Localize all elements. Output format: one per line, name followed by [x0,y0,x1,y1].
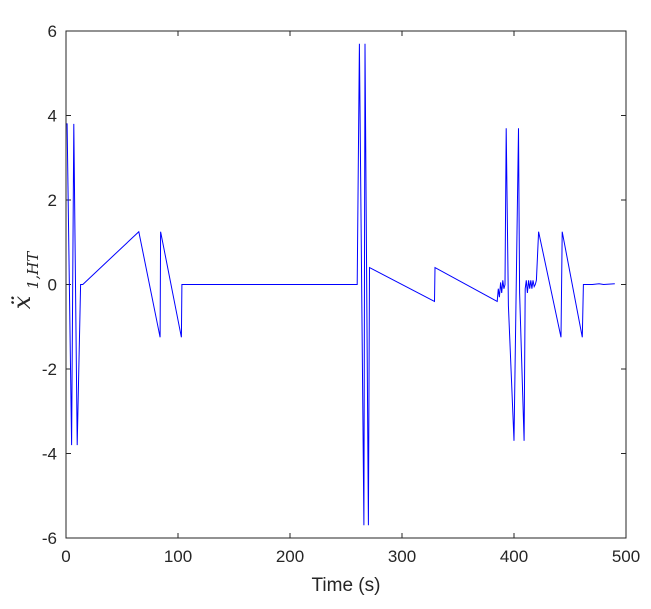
y-tick-label: 6 [48,22,57,41]
y-tick-label: -6 [42,529,57,548]
y-tick-label: -4 [42,445,57,464]
x-tick-label: 500 [612,547,640,566]
y-tick-label: -2 [42,360,57,379]
x-tick-label: 300 [388,547,416,566]
y-tick-label: 0 [48,276,57,295]
x-tick-label: 200 [276,547,304,566]
y-axis-label-subscript: 1,HT [24,251,42,289]
y-tick-label: 2 [48,191,57,210]
labels-layer: 0 100 200 300 400 500 -6 -4 -2 0 2 4 6 Time (s) ẍ 1,HT [8,22,640,596]
x-axis-label: Time (s) [312,575,381,596]
series-layer [66,43,615,526]
x-tick-label: 100 [164,547,192,566]
y-axis-label-main: ẍ [8,295,36,309]
x-tick-label: 400 [500,547,528,566]
y-axis-label: ẍ 1,HT [8,251,42,309]
axes-box [65,30,627,539]
x-tick-label: 0 [61,547,70,566]
y-tick-label: 4 [48,107,57,126]
series-line [66,43,615,526]
